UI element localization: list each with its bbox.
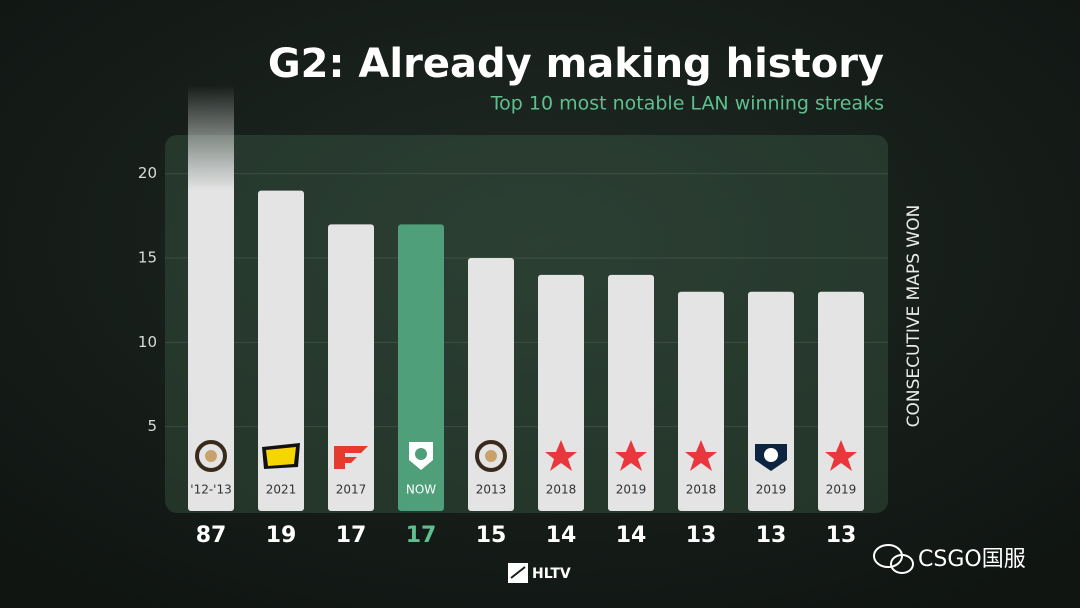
logo-shape — [615, 440, 647, 471]
team-logo — [195, 440, 227, 472]
value-label: 87 — [196, 523, 227, 548]
y-tick-label: 15 — [138, 249, 157, 267]
x-tick-label: 2018 — [546, 483, 577, 497]
team-logo — [755, 444, 787, 471]
bar — [188, 0, 234, 511]
bar — [328, 224, 374, 511]
value-label: 19 — [266, 523, 297, 548]
logo-shape — [545, 440, 577, 471]
team-logo — [334, 446, 368, 469]
logo-shape — [825, 440, 857, 471]
value-label: 14 — [546, 523, 577, 548]
team-logo — [475, 440, 507, 472]
source-icon-mark — [510, 566, 526, 579]
logo-shape — [685, 440, 717, 471]
team-logo — [262, 443, 300, 469]
value-label: 15 — [476, 523, 507, 548]
bar — [538, 274, 584, 511]
logo-shape — [266, 447, 296, 466]
team-logo — [615, 440, 647, 471]
y-tick-label: 20 — [138, 164, 157, 182]
team-logo — [685, 440, 717, 471]
y-tick-label: 5 — [147, 417, 157, 435]
logo-shape — [195, 440, 227, 472]
bar — [818, 291, 864, 511]
y-axis-label: CONSECUTIVE MAPS WON — [904, 205, 924, 428]
watermark-text: CSGO国服 — [918, 547, 1026, 572]
x-tick-label: '12-'13 — [190, 483, 231, 497]
x-tick-label: 2018 — [686, 483, 717, 497]
logo-shape — [415, 448, 427, 460]
value-label: 14 — [616, 523, 647, 548]
watermark-icon — [890, 554, 914, 574]
x-tick-label: 2017 — [336, 483, 367, 497]
x-tick-label: 2019 — [826, 483, 857, 497]
logo-shape — [475, 440, 507, 472]
y-tick-label: 10 — [138, 333, 157, 351]
value-label: 13 — [826, 523, 857, 548]
bar — [468, 258, 514, 511]
x-tick-label: 2019 — [616, 483, 647, 497]
value-label: 13 — [756, 523, 787, 548]
value-label: 17 — [406, 523, 437, 548]
value-label: 17 — [336, 523, 367, 548]
bars: '12-'13 2021 2017 NOW 2013 2018 2019 2018 2019 20… — [188, 0, 864, 511]
logo-shape — [764, 448, 778, 462]
value-label: 13 — [686, 523, 717, 548]
team-logo — [409, 442, 433, 470]
bar — [748, 291, 794, 511]
bar — [258, 190, 304, 511]
watermark: CSGO国服 — [873, 544, 1026, 574]
x-tick-label: 2013 — [476, 483, 507, 497]
x-tick-label: 2021 — [266, 483, 297, 497]
team-logo — [825, 440, 857, 471]
logo-shape — [485, 450, 497, 462]
source-logo: HLTV — [508, 563, 571, 583]
bar — [398, 224, 444, 511]
chart-subtitle: Top 10 most notable LAN winning streaks — [490, 93, 884, 115]
chart-title: G2: Already making history — [268, 41, 884, 87]
source-label: HLTV — [532, 566, 571, 582]
x-tick-label: 2019 — [756, 483, 787, 497]
bar — [678, 291, 724, 511]
team-logo — [545, 440, 577, 471]
logo-shape — [205, 450, 217, 462]
x-tick-label: NOW — [406, 483, 436, 497]
bar — [608, 274, 654, 511]
logo-shape — [334, 446, 368, 469]
